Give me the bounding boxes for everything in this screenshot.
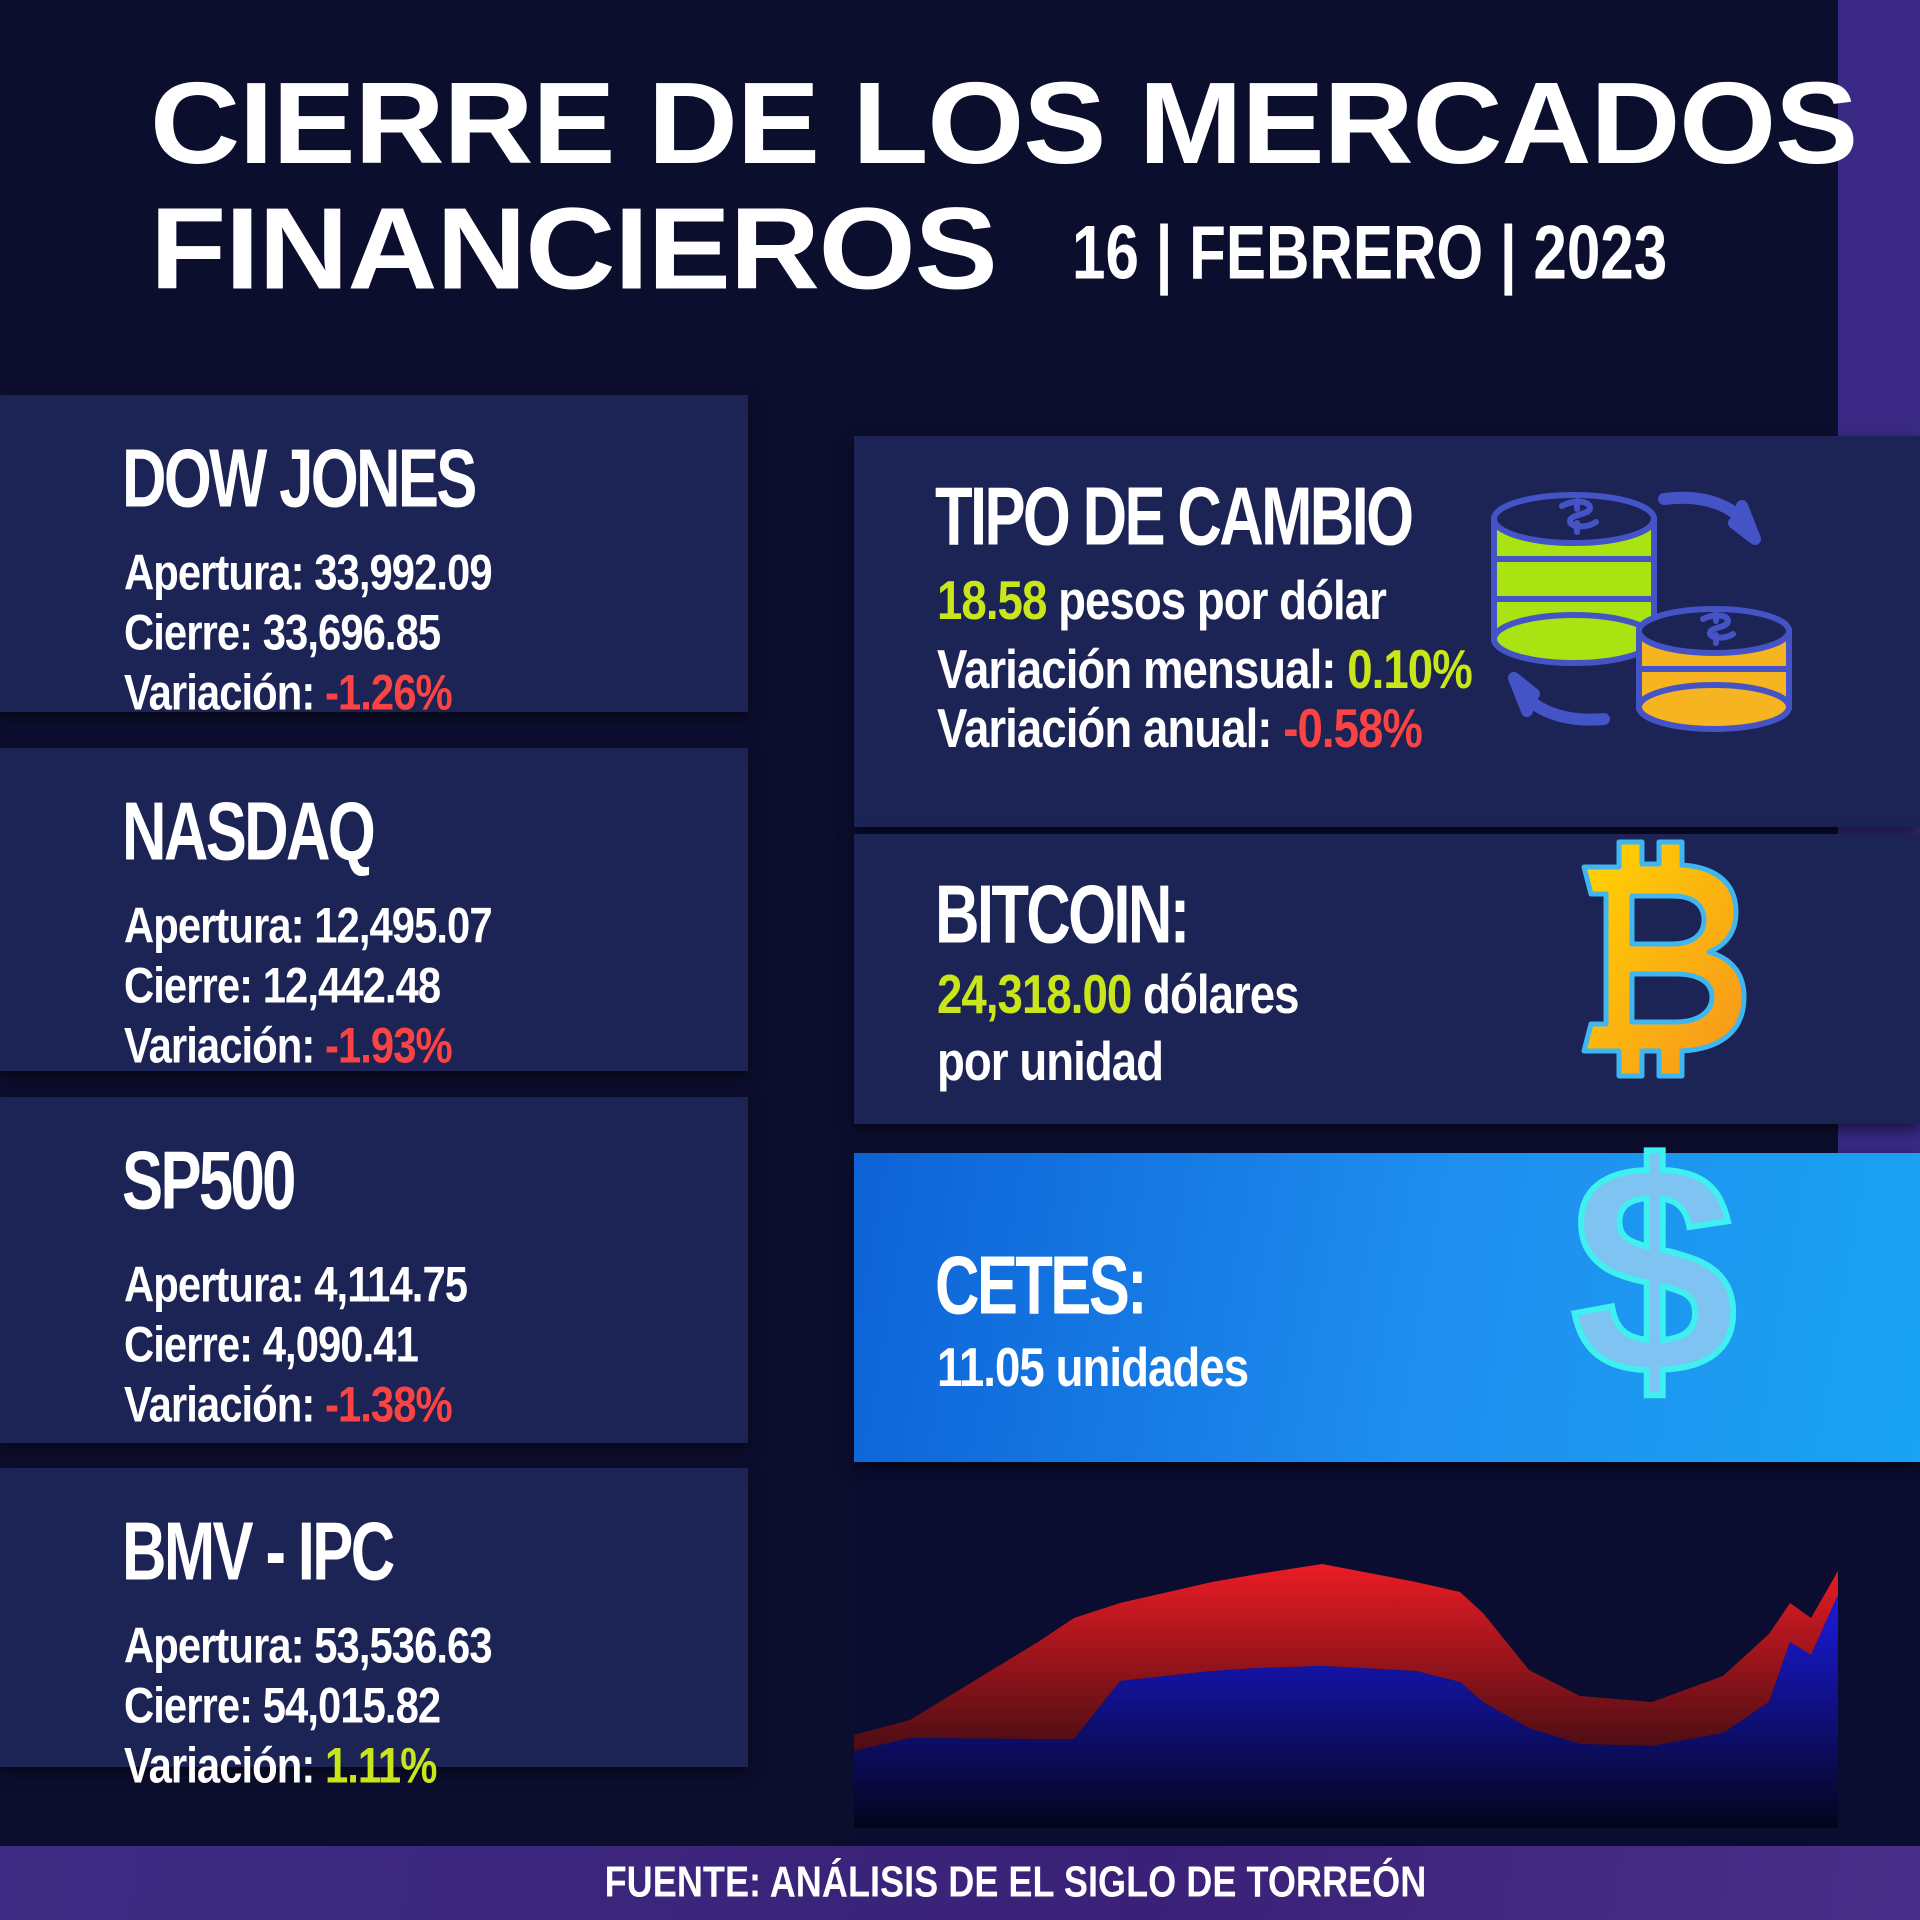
svg-text:$: $	[1571, 1143, 1738, 1437]
